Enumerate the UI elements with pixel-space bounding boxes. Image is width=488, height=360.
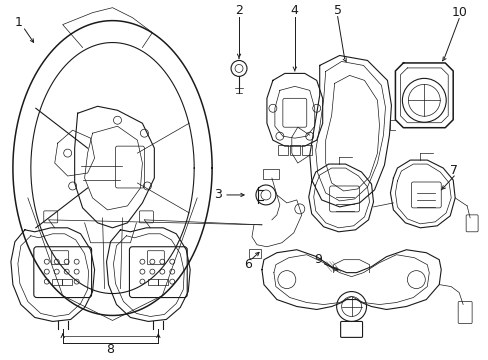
Text: 1: 1	[15, 16, 23, 29]
Text: 6: 6	[244, 258, 251, 271]
Text: 2: 2	[235, 4, 243, 17]
Text: 4: 4	[290, 4, 298, 17]
Text: 8: 8	[106, 343, 114, 356]
Text: 7: 7	[449, 163, 457, 176]
Text: 5: 5	[333, 4, 341, 17]
Text: 9: 9	[313, 253, 321, 266]
Text: 10: 10	[450, 6, 466, 19]
Text: 3: 3	[214, 188, 222, 202]
